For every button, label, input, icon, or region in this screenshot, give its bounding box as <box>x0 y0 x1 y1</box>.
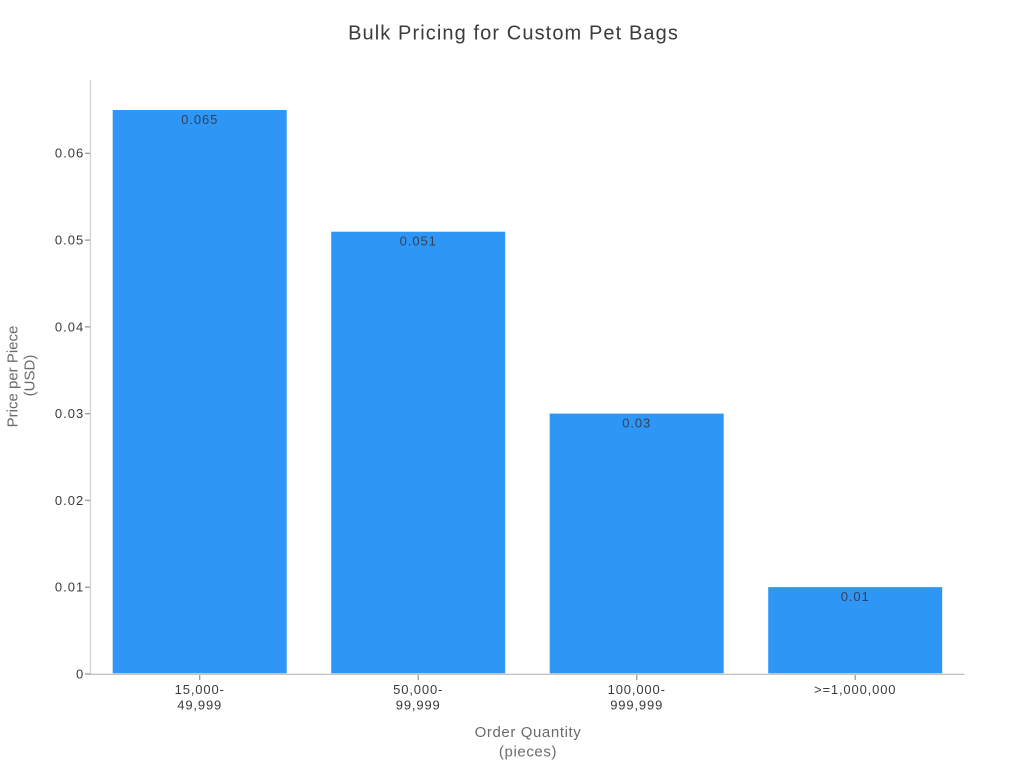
svg-text:0.04: 0.04 <box>55 319 84 334</box>
svg-text:0.01: 0.01 <box>841 589 870 604</box>
svg-text:0: 0 <box>76 666 84 681</box>
svg-text:0.06: 0.06 <box>55 146 84 161</box>
svg-text:100,000-: 100,000- <box>608 682 666 697</box>
svg-text:(USD): (USD) <box>22 355 39 397</box>
svg-text:99,999: 99,999 <box>396 698 441 713</box>
svg-text:0.02: 0.02 <box>55 493 84 508</box>
svg-text:Order Quantity: Order Quantity <box>475 724 582 741</box>
svg-text:50,000-: 50,000- <box>393 682 443 697</box>
svg-text:49,999: 49,999 <box>177 698 222 713</box>
svg-text:0.03: 0.03 <box>55 406 84 421</box>
svg-text:Bulk Pricing for Custom Pet Ba: Bulk Pricing for Custom Pet Bags <box>348 23 679 45</box>
svg-text:999,999: 999,999 <box>610 698 663 713</box>
svg-text:0.051: 0.051 <box>400 234 437 249</box>
svg-text:0.03: 0.03 <box>622 415 651 430</box>
svg-text:>=1,000,000: >=1,000,000 <box>814 682 896 697</box>
svg-text:0.05: 0.05 <box>55 233 84 248</box>
svg-text:(pieces): (pieces) <box>499 744 557 761</box>
svg-text:0.01: 0.01 <box>55 580 84 595</box>
svg-text:15,000-: 15,000- <box>175 682 225 697</box>
svg-text:0.065: 0.065 <box>181 112 218 127</box>
svg-text:Price per Piece: Price per Piece <box>5 326 22 428</box>
